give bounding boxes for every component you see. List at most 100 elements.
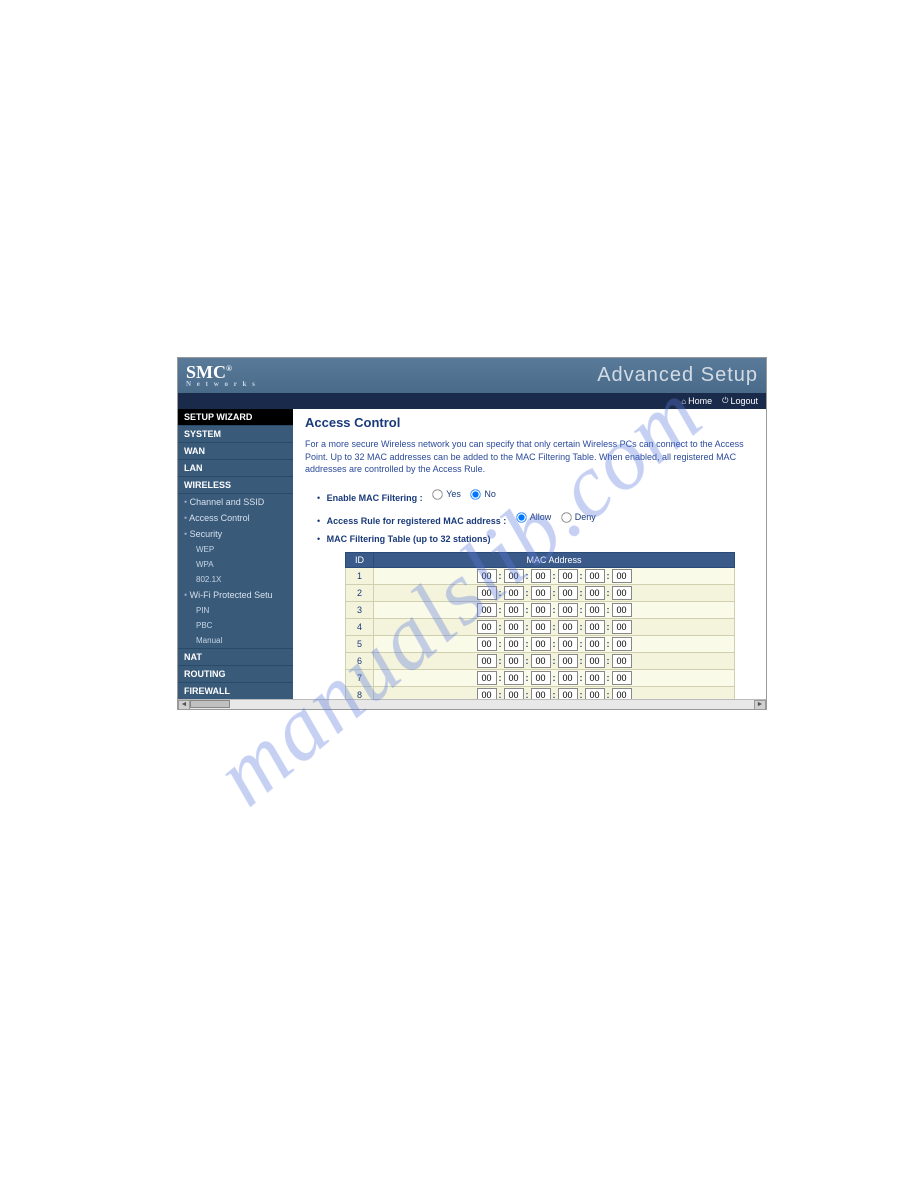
mac-octet-input[interactable] — [585, 654, 605, 668]
rule-deny-radio[interactable] — [561, 512, 571, 522]
mac-separator: : — [607, 622, 610, 632]
rule-allow-radio[interactable] — [516, 512, 526, 522]
mac-separator: : — [580, 622, 583, 632]
mac-octet-input[interactable] — [504, 586, 524, 600]
mac-octet-input[interactable] — [558, 620, 578, 634]
mac-octet-input[interactable] — [531, 637, 551, 651]
mac-separator: : — [526, 690, 529, 699]
row-id: 1 — [346, 567, 374, 584]
mac-octet-input[interactable] — [477, 671, 497, 685]
home-link[interactable]: ⌂ Home — [681, 396, 712, 406]
mac-octet-input[interactable] — [612, 637, 632, 651]
sidebar-item-setup-wizard[interactable]: SETUP WIZARD — [178, 409, 293, 426]
mac-octet-input[interactable] — [585, 603, 605, 617]
mac-octet-input[interactable] — [585, 620, 605, 634]
mac-cell: ::::: — [374, 669, 735, 686]
mac-octet-input[interactable] — [504, 671, 524, 685]
sidebar-item-wep[interactable]: WEP — [178, 542, 293, 557]
mac-octet-input[interactable] — [585, 637, 605, 651]
sidebar-item-security[interactable]: Security — [178, 526, 293, 542]
mac-octet-input[interactable] — [558, 603, 578, 617]
mac-octet-input[interactable] — [612, 671, 632, 685]
scroll-left-arrow[interactable]: ◄ — [178, 700, 190, 710]
mac-octet-input[interactable] — [531, 586, 551, 600]
mac-separator: : — [607, 588, 610, 598]
mac-octet-input[interactable] — [585, 569, 605, 583]
sidebar-item-access-control[interactable]: Access Control — [178, 510, 293, 526]
mac-octet-input[interactable] — [531, 688, 551, 699]
mac-octet-input[interactable] — [504, 637, 524, 651]
mac-octet-input[interactable] — [477, 637, 497, 651]
mac-octet-input[interactable] — [477, 603, 497, 617]
mac-separator: : — [526, 571, 529, 581]
mac-octet-input[interactable] — [558, 654, 578, 668]
sidebar-item-manual[interactable]: Manual — [178, 633, 293, 649]
mac-separator: : — [580, 588, 583, 598]
mac-octet-input[interactable] — [558, 637, 578, 651]
mac-octet-input[interactable] — [477, 620, 497, 634]
mac-octet-input[interactable] — [531, 603, 551, 617]
sidebar-item-wi-fi-protected-setu[interactable]: Wi-Fi Protected Setu — [178, 587, 293, 603]
rule-allow-label: Allow — [530, 512, 552, 522]
mac-octet-input[interactable] — [612, 603, 632, 617]
top-banner: SMC® N e t w o r k s Advanced Setup — [178, 358, 766, 393]
mac-octet-input[interactable] — [612, 620, 632, 634]
sidebar-item-802-1x[interactable]: 802.1X — [178, 572, 293, 587]
sidebar-item-firewall[interactable]: FIREWALL — [178, 683, 293, 699]
horizontal-scrollbar[interactable]: ◄ ► — [178, 699, 766, 709]
enable-label: Enable MAC Filtering : — [327, 493, 423, 503]
scroll-track[interactable] — [190, 700, 754, 710]
mac-octet-input[interactable] — [477, 688, 497, 699]
sidebar-item-pbc[interactable]: PBC — [178, 618, 293, 633]
sidebar-item-wireless[interactable]: WIRELESS — [178, 477, 293, 494]
enable-no-radio[interactable] — [471, 489, 481, 499]
mac-octet-input[interactable] — [477, 654, 497, 668]
mac-octet-input[interactable] — [504, 654, 524, 668]
enable-yes-radio[interactable] — [433, 489, 443, 499]
mac-cell: ::::: — [374, 686, 735, 699]
mac-octet-input[interactable] — [504, 603, 524, 617]
sidebar-item-pin[interactable]: PIN — [178, 603, 293, 618]
brand-name: SMC® N e t w o r k s — [186, 362, 257, 388]
mac-separator: : — [553, 656, 556, 666]
mac-octet-input[interactable] — [477, 569, 497, 583]
mac-separator: : — [553, 571, 556, 581]
mac-octet-input[interactable] — [612, 654, 632, 668]
sidebar-item-wpa[interactable]: WPA — [178, 557, 293, 572]
sidebar-item-wan[interactable]: WAN — [178, 443, 293, 460]
sidebar-item-system[interactable]: SYSTEM — [178, 426, 293, 443]
mac-octet-input[interactable] — [612, 586, 632, 600]
content-pane[interactable]: Access Control For a more secure Wireles… — [293, 409, 766, 699]
scroll-right-arrow[interactable]: ► — [754, 700, 766, 710]
mac-octet-input[interactable] — [531, 620, 551, 634]
mac-separator: : — [499, 588, 502, 598]
mac-separator: : — [553, 639, 556, 649]
table-row: 1::::: — [346, 567, 735, 584]
brand-text: SMC — [186, 362, 226, 382]
mac-octet-input[interactable] — [612, 569, 632, 583]
mac-octet-input[interactable] — [585, 688, 605, 699]
sidebar-item-routing[interactable]: ROUTING — [178, 666, 293, 683]
mac-octet-input[interactable] — [531, 569, 551, 583]
mac-octet-input[interactable] — [504, 620, 524, 634]
mac-octet-input[interactable] — [531, 654, 551, 668]
mac-separator: : — [553, 673, 556, 683]
mac-octet-input[interactable] — [558, 586, 578, 600]
mac-octet-input[interactable] — [585, 671, 605, 685]
mac-octet-input[interactable] — [504, 569, 524, 583]
mac-octet-input[interactable] — [558, 569, 578, 583]
mac-octet-input[interactable] — [558, 671, 578, 685]
mac-cell: ::::: — [374, 618, 735, 635]
scroll-thumb[interactable] — [190, 700, 230, 708]
mac-octet-input[interactable] — [558, 688, 578, 699]
mac-octet-input[interactable] — [531, 671, 551, 685]
sidebar-item-lan[interactable]: LAN — [178, 460, 293, 477]
mac-octet-input[interactable] — [504, 688, 524, 699]
sidebar-item-nat[interactable]: NAT — [178, 649, 293, 666]
mac-octet-input[interactable] — [585, 586, 605, 600]
table-row: 4::::: — [346, 618, 735, 635]
mac-octet-input[interactable] — [477, 586, 497, 600]
sidebar-item-channel-and-ssid[interactable]: Channel and SSID — [178, 494, 293, 510]
logout-link[interactable]: ⏻ Logout — [722, 396, 758, 406]
mac-octet-input[interactable] — [612, 688, 632, 699]
